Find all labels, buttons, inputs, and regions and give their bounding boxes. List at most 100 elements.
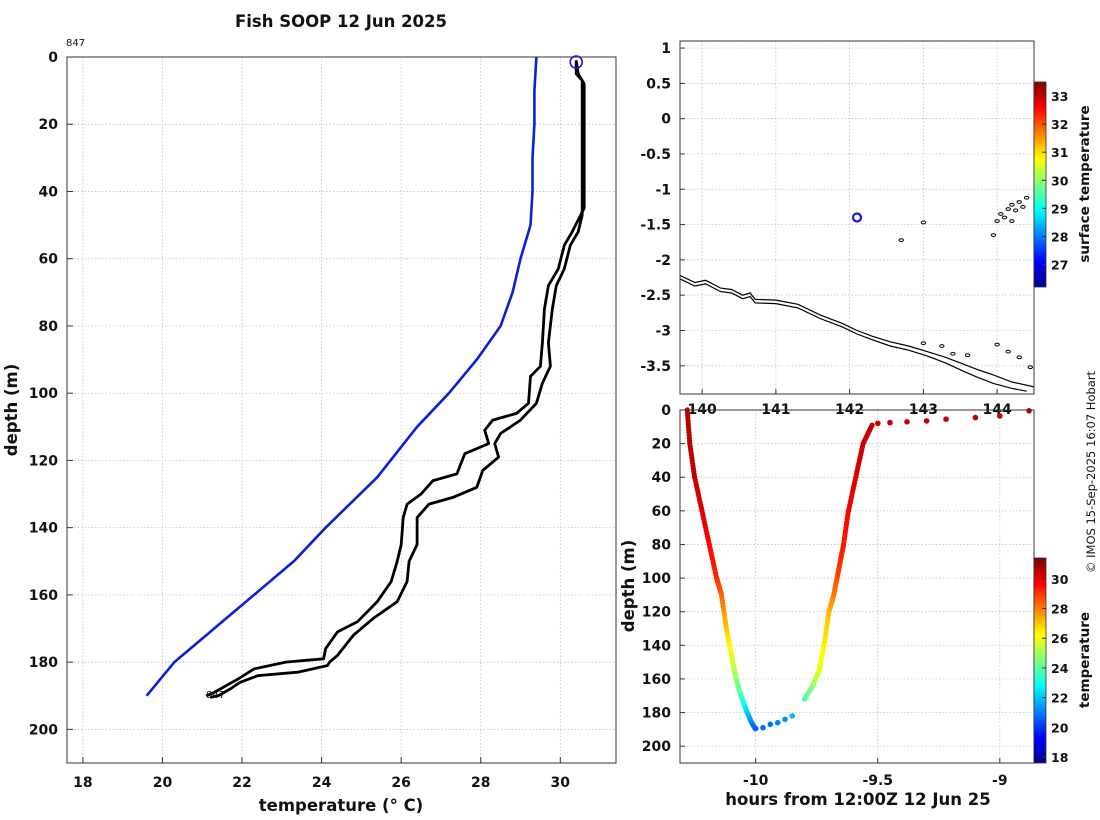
section-colorbar-ticks: 18 20 22 24 26 28 30 xyxy=(1042,572,1069,765)
island xyxy=(939,344,945,348)
section-point xyxy=(904,419,910,425)
map-y-tick-label: 0 xyxy=(661,112,671,128)
coastline xyxy=(680,274,1034,388)
profile-y-tick-label: 140 xyxy=(29,521,58,537)
map-y-tick-label: -3.5 xyxy=(640,359,671,375)
map-colorbar xyxy=(1033,81,1047,288)
section-y-axis-label: depth (m) xyxy=(619,540,638,632)
section-y-tick-label: 40 xyxy=(652,470,672,486)
section-x-tick-label: -9.5 xyxy=(862,773,893,789)
section-x-tick-label: -10 xyxy=(743,773,769,789)
island xyxy=(1005,349,1011,354)
profile-line xyxy=(205,60,586,698)
colorbar-tick-label: 20 xyxy=(1051,720,1069,735)
profile-x-tick-label: 24 xyxy=(312,775,332,791)
profile-y-tick-label: 80 xyxy=(39,319,59,335)
map-coastline xyxy=(680,195,1034,392)
island xyxy=(1023,195,1030,200)
profile-y-tick-label: 100 xyxy=(29,386,58,402)
section-colorbar xyxy=(1033,557,1047,764)
map-y-tick-label: -0.5 xyxy=(640,147,671,163)
map-y-tick-label: -2.5 xyxy=(640,288,671,304)
island xyxy=(1020,205,1026,209)
profile-lines xyxy=(145,55,586,699)
colorbar-tick-label: 27 xyxy=(1051,258,1068,273)
colorbar-tick-label: 31 xyxy=(1051,145,1068,160)
profile-x-tick-label: 30 xyxy=(551,775,571,791)
profile-y-tick-label: 200 xyxy=(29,722,58,738)
profile-y-tick-label: 180 xyxy=(29,655,58,671)
section-point xyxy=(774,719,781,726)
section-point xyxy=(875,420,881,427)
section-ticks: -10 -9.5 -9 0 20 40 60 80 100 120 140 160 180 200 xyxy=(642,403,1008,789)
section-y-tick-label: 100 xyxy=(642,571,671,587)
map-y-tick-label: 1 xyxy=(661,41,671,57)
island xyxy=(1009,219,1015,223)
colorbar-tick-label: 28 xyxy=(1051,602,1068,617)
island xyxy=(1005,207,1011,211)
map-y-tick-label: -3 xyxy=(655,323,671,339)
island xyxy=(994,219,1000,223)
section-gridlines xyxy=(680,409,1034,763)
island xyxy=(950,351,956,356)
map-colorbar-ticks: 27 28 29 30 31 32 33 xyxy=(1042,89,1069,273)
colorbar-tick-label: 24 xyxy=(1051,661,1069,676)
profile-y-tick-label: 60 xyxy=(39,252,59,268)
section-point xyxy=(869,422,875,428)
section-point xyxy=(972,414,979,421)
section-colorbar-label: temperature xyxy=(1077,612,1093,708)
section-y-tick-label: 120 xyxy=(642,605,671,621)
section-point xyxy=(887,419,893,426)
profile-ticks: 18 20 22 24 26 28 30 0 20 40 60 80 100 120 140 160 180 20… xyxy=(29,50,571,791)
section-x-tick-label: -9 xyxy=(992,773,1008,789)
colorbar-tick-label: 32 xyxy=(1051,117,1068,132)
map-y-tick-label: -2 xyxy=(655,253,671,269)
island xyxy=(994,342,1000,347)
section-point xyxy=(782,716,788,723)
section-x-axis-label: hours from 12:00Z 12 Jun 25 xyxy=(725,790,990,809)
section-point xyxy=(943,416,949,423)
colorbar-tick-label: 18 xyxy=(1051,750,1068,765)
profile-x-tick-label: 22 xyxy=(232,775,251,791)
profile-y-tick-label: 20 xyxy=(39,117,59,133)
colorbar-tick-label: 28 xyxy=(1051,229,1068,244)
profile-y-tick-label: 0 xyxy=(48,50,58,66)
island xyxy=(1027,365,1034,370)
profile-annotation-top: 847 xyxy=(66,38,85,49)
section-point xyxy=(1026,408,1032,414)
section-point xyxy=(997,413,1003,419)
section-y-tick-label: 20 xyxy=(652,437,672,453)
section-points xyxy=(684,407,1032,732)
map-y-tick-label: -1.5 xyxy=(640,218,671,234)
section-y-tick-label: 140 xyxy=(642,638,671,654)
coastline xyxy=(680,278,1027,392)
island xyxy=(898,238,904,242)
surface-location-marker xyxy=(569,55,584,69)
section-point xyxy=(752,725,759,732)
climatology-line xyxy=(145,56,538,697)
island xyxy=(920,341,927,346)
profile-annotation-bottom: 847 xyxy=(206,690,225,701)
section-y-tick-label: 0 xyxy=(661,403,671,419)
profile-x-tick-label: 20 xyxy=(153,775,173,791)
map-y-tick-label: 0.5 xyxy=(646,76,671,92)
map-colorbar-label: surface temperature xyxy=(1077,105,1093,262)
island xyxy=(1001,215,1008,220)
colorbar-tick-label: 22 xyxy=(1051,691,1068,706)
colorbar-tick-label: 30 xyxy=(1051,572,1069,587)
island xyxy=(1016,355,1022,360)
colorbar-tick-label: 33 xyxy=(1051,89,1068,104)
island xyxy=(1009,202,1015,207)
profile-x-tick-label: 28 xyxy=(471,775,490,791)
section-point xyxy=(923,418,930,424)
map-gridlines xyxy=(680,41,1034,394)
island xyxy=(1016,200,1022,204)
profile-line xyxy=(209,60,584,699)
island xyxy=(920,220,927,225)
island xyxy=(964,353,971,358)
credit-text: © IMOS 15-Sep-2025 16:07 Hobart xyxy=(1084,370,1098,573)
profile-x-tick-label: 18 xyxy=(73,775,92,791)
island xyxy=(1012,208,1019,213)
colorbar-tick-label: 26 xyxy=(1051,631,1069,646)
